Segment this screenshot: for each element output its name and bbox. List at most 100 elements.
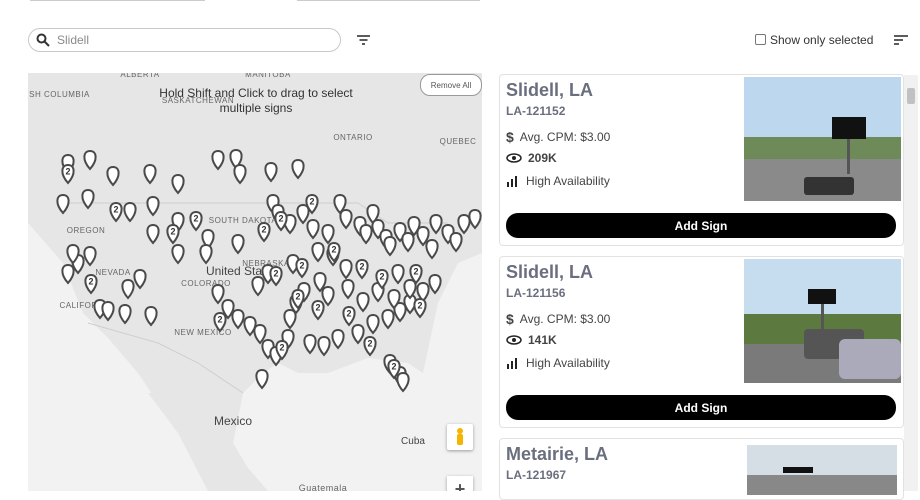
sign-photo [744,77,901,201]
add-sign-button[interactable]: Add Sign [506,395,896,420]
views-row: 209K [506,151,557,165]
cluster-label: 2 [315,303,320,313]
cluster-label: 2 [379,272,384,282]
pin-shape [387,358,401,380]
map-pin [123,201,137,223]
map-pin [81,188,95,210]
pin-shape [449,231,463,253]
map-pin [381,308,395,330]
map-cluster: 2 [413,297,427,319]
map-pin [468,208,482,230]
pin-shape [61,163,75,185]
map-pin [416,281,430,303]
pin-shape [425,238,439,260]
pin-shape [363,335,377,357]
map-pin [351,323,365,345]
map-pin [416,225,430,247]
map-cluster: 2 [355,258,369,280]
map-pin [457,213,471,235]
pin-shape [396,371,410,393]
pin-shape [295,257,309,279]
pin-shape [296,203,310,225]
pin-shape [101,300,115,322]
map-pin [331,328,345,350]
pin-shape [144,305,158,327]
map-pin [425,238,439,260]
pin-shape [327,241,341,263]
map-cluster: 2 [274,210,288,232]
pin-shape [56,193,70,215]
availability: High Availability [526,174,610,188]
add-sign-button[interactable]: Add Sign [506,213,896,238]
map-pin [393,301,407,323]
pin-shape [303,333,317,355]
pin-shape [306,218,320,240]
sign-card[interactable]: Slidell, LA LA-121152 $ Avg. CPM: $3.00 2… [499,74,904,246]
sign-card[interactable]: Slidell, LA LA-121156 $ Avg. CPM: $3.00 1… [499,256,904,428]
tab-line [30,0,205,1]
map-pin [133,268,147,290]
pin-shape [211,283,225,305]
map-pin [231,233,245,255]
pin-shape [311,241,325,263]
pin-shape [351,323,365,345]
map-pin [401,231,415,253]
availability-row: High Availability [506,174,610,188]
pin-shape [291,158,305,180]
pin-shape [255,368,269,390]
map-pin [333,193,347,215]
map-cluster: 2 [409,263,423,285]
map-cluster: 2 [213,311,227,333]
map-pin [199,243,213,265]
pegman[interactable] [447,424,473,450]
cluster-label: 2 [278,214,283,224]
cluster-label: 2 [279,343,284,353]
pin-shape [387,288,401,310]
pin-shape [359,223,373,245]
map-pin [383,235,397,257]
map-label: NEBRASKA [242,259,290,268]
remove-all-button[interactable]: Remove All [420,74,482,96]
map-cluster: 2 [269,265,283,287]
sort-icon[interactable] [894,34,908,46]
search-box[interactable]: Slidell [28,28,341,52]
cluster-label: 2 [331,245,336,255]
map-cluster: 2 [387,358,401,380]
pin-shape [189,210,203,232]
map-cluster: 2 [363,335,377,357]
pin-shape [341,278,355,300]
map[interactable]: ALBERTA MANITOBA BRITISH COLUMBIA SASKATCHE… [28,73,482,491]
map-pin [221,298,235,320]
pin-shape [133,268,147,290]
scrollbar[interactable] [904,75,918,491]
pin-shape [171,243,185,265]
map-label: NEW MEXICO [174,328,231,337]
map-label: OREGON [67,226,106,235]
checkbox[interactable] [755,34,766,45]
cpm: Avg. CPM: $3.00 [519,130,611,144]
map-pin [396,371,410,393]
map-pin [429,213,443,235]
map-label: ONTARIO [333,133,372,142]
zoom-in[interactable]: + [447,476,473,491]
map-label: NEVADA [95,268,130,277]
map-pin [255,368,269,390]
map-pin [56,193,70,215]
card-title: Metairie, LA [506,444,609,464]
map-pin [321,285,335,307]
pin-shape [342,305,356,327]
scroll-thumb[interactable] [907,88,915,104]
filter-icon[interactable] [356,34,371,46]
pin-shape [391,263,405,285]
checkbox-label: Show only selected [770,33,874,47]
pin-shape [321,285,335,307]
map-pin [66,243,80,265]
map-cluster: 2 [305,193,319,215]
map-pin [387,288,401,310]
pin-shape [221,298,235,320]
pin-shape [233,163,247,185]
pin-shape [81,188,95,210]
map-pin [211,283,225,305]
pin-shape [283,308,297,330]
map-hint: Hold Shift and Click to drag to select m… [159,86,353,115]
